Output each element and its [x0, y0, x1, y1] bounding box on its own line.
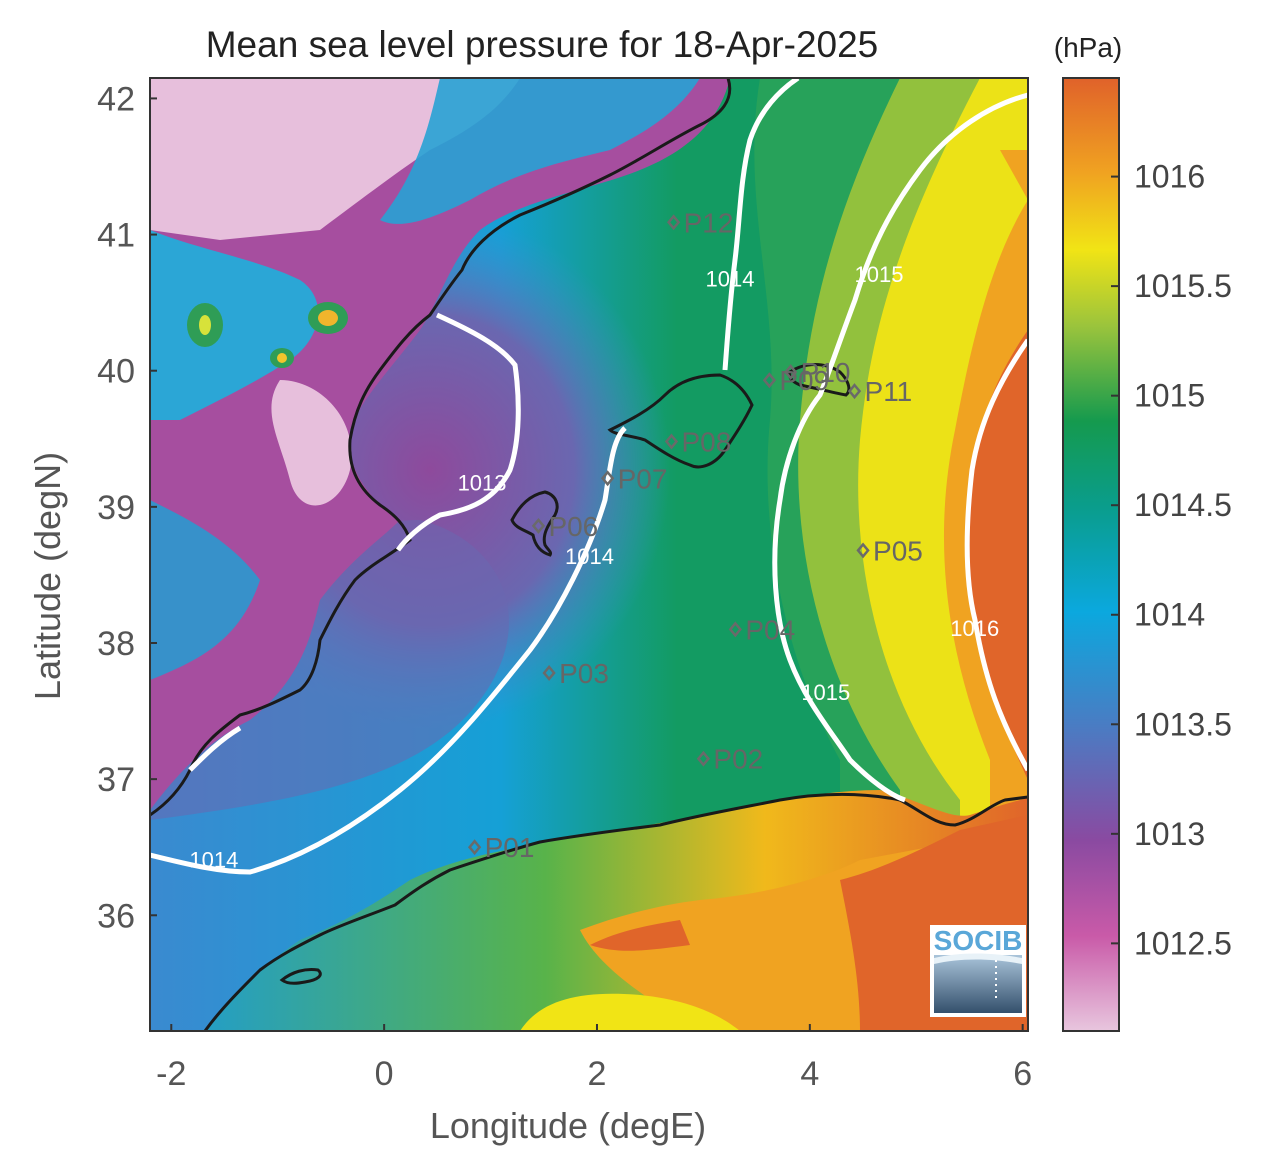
isobar-label: 1016 [950, 616, 999, 641]
isobar-1015-line [772, 92, 1028, 803]
colorbar: (hPa) 1012.5 1013 1013.5 1014 1014.5 1015 1015… [1054, 32, 1232, 1032]
station-marker [467, 839, 482, 856]
isobar-1014-north-line [722, 78, 800, 371]
station-label: P07 [618, 463, 668, 494]
colorbar-tick-label: 1014 [1134, 597, 1205, 633]
station-label: P12 [684, 207, 734, 238]
map-title: Mean sea level pressure for 18-Apr-2025 [206, 24, 879, 65]
isobar-labels: 1013 1014 1014 1014 1015 1015 1016 [189, 262, 999, 872]
station-marker [856, 542, 870, 559]
station-label: P10 [801, 357, 851, 388]
x-axis-label: Longitude (degE) [430, 1105, 706, 1146]
x-tick-label: 0 [375, 1055, 394, 1093]
station-marker [696, 750, 711, 767]
station-marker [542, 664, 556, 681]
isobar-1013-line [395, 312, 521, 552]
isobar-label: 1014 [189, 848, 238, 873]
colorbar-tick-label: 1013.5 [1134, 706, 1232, 742]
y-tick-label: 37 [97, 761, 135, 799]
colorbar-ticks: 1012.5 1013 1013.5 1014 1014.5 1015 1015.5 1016 [1111, 159, 1232, 961]
colorbar-unit: (hPa) [1054, 32, 1122, 63]
y-tick-label: 41 [97, 217, 135, 255]
y-tick-label: 38 [97, 625, 135, 663]
y-axis-ticks: 36 37 38 39 40 41 42 [97, 80, 157, 935]
y-axis-label: Latitude (degN) [27, 452, 68, 700]
station-label: P06 [548, 511, 598, 542]
station-label: P05 [873, 535, 923, 566]
colorbar-tick-label: 1012.5 [1134, 925, 1232, 961]
isobar-label: 1015 [855, 262, 904, 287]
ibiza-coastline [510, 490, 559, 557]
y-tick-label: 42 [97, 80, 135, 118]
station-label: P08 [681, 427, 731, 458]
y-tick-label: 36 [97, 897, 135, 935]
station-marker [666, 214, 681, 231]
socib-logo: SOCIB [930, 925, 1026, 1017]
socib-logo-text: SOCIB [934, 925, 1023, 956]
alboran-island-coastline [279, 968, 322, 985]
colorbar-tick-label: 1013 [1134, 816, 1205, 852]
iberian-coastline [150, 78, 732, 817]
isobar-label: 1014 [706, 266, 755, 291]
colorbar-tick-label: 1015 [1134, 378, 1205, 414]
isobar-layer [150, 78, 1028, 875]
x-tick-label: 6 [1013, 1055, 1032, 1093]
y-tick-label: 39 [97, 489, 135, 527]
station-marker [784, 364, 798, 381]
colorbar-tick-label: 1016 [1134, 159, 1205, 195]
map-frame [149, 77, 1029, 1032]
isobar-label: 1013 [458, 471, 507, 496]
station-marker [664, 433, 679, 450]
station-marker [600, 470, 615, 487]
menorca-coastline [788, 363, 851, 397]
isobar-1014-west-line [150, 426, 627, 875]
station-marker [531, 517, 546, 534]
x-tick-label: 2 [588, 1055, 607, 1093]
isobar-label: 1015 [801, 680, 850, 705]
x-tick-label: 4 [800, 1055, 819, 1093]
mallorca-coastline [607, 373, 754, 469]
isobar-label: 1014 [565, 544, 614, 569]
x-axis-ticks: -2 0 2 4 6 [156, 1024, 1032, 1093]
colorbar-tick-label: 1014.5 [1134, 487, 1232, 523]
y-tick-label: 40 [97, 353, 135, 391]
colorbar-gradient [1062, 77, 1120, 1032]
colorbar-tick-label: 1015.5 [1134, 268, 1232, 304]
x-tick-label: -2 [156, 1055, 186, 1093]
station-label: P01 [485, 832, 535, 863]
station-label: P02 [713, 744, 763, 775]
station-label: P04 [745, 614, 795, 645]
isobar-1016-line [964, 338, 1028, 772]
station-marker [762, 372, 777, 389]
station-label: P03 [559, 658, 609, 689]
station-label: P11 [865, 376, 913, 407]
isobar-1013-west-line [188, 725, 242, 772]
station-marker [728, 621, 742, 638]
station-marker [847, 383, 862, 400]
